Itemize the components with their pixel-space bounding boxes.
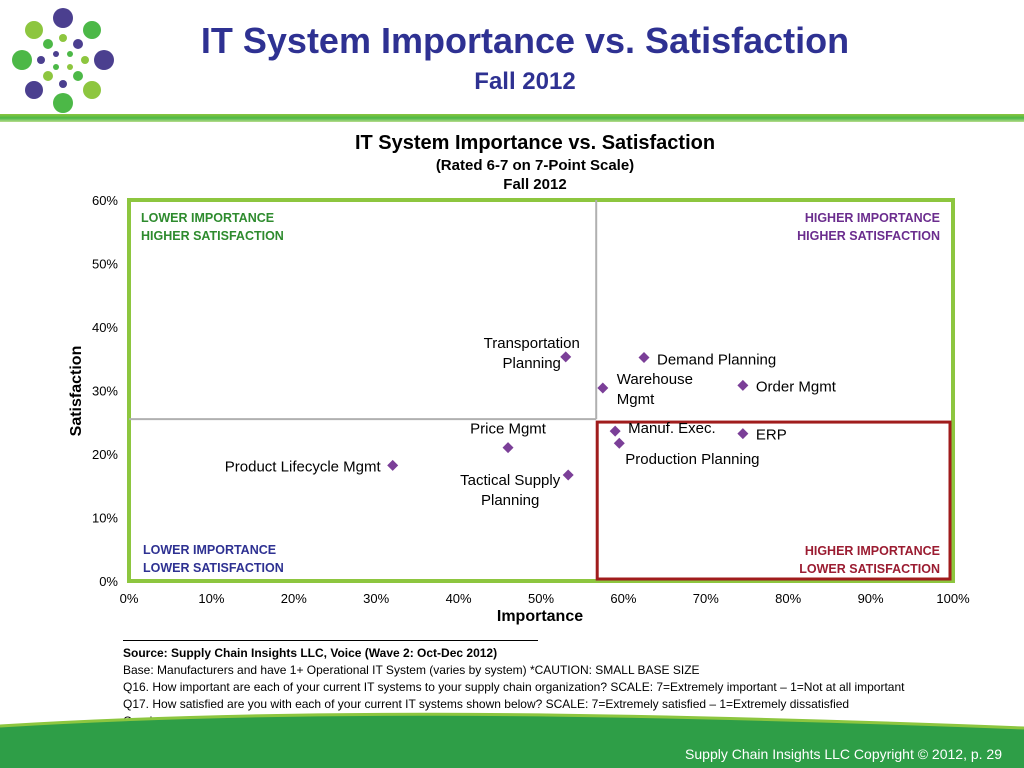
scatter-chart: IT System Importance vs. Satisfaction (R… [68,132,970,625]
data-point-label: ERP [756,427,787,444]
data-point-marker [502,442,514,454]
quadrant-label-bottom-right: HIGHER IMPORTANCE [805,544,940,558]
y-tick-label: 0% [99,574,118,589]
x-tick-label: 40% [446,591,472,606]
x-tick-label: 100% [936,591,970,606]
data-point-marker [560,351,572,363]
highlight-quadrant-box [595,420,952,581]
x-tick-label: 10% [198,591,224,606]
y-tick-label: 30% [92,384,118,399]
y-tick-label: 40% [92,320,118,335]
quadrant-label-top-right: HIGHER SATISFACTION [797,229,940,243]
data-point-marker [737,428,749,440]
quadrant-label-bottom-right: LOWER SATISFACTION [799,562,940,576]
quadrant-labels: LOWER IMPORTANCE HIGHER SATISFACTION HIGHE… [141,211,940,576]
footer-band: Supply Chain Insights LLC Copyright © 20… [0,712,1024,768]
x-tick-label: 20% [281,591,307,606]
x-axis-label: Importance [497,608,583,625]
company-logo [12,8,114,113]
x-axis-ticks: 0% 10% 20% 30% 40% 50% 60% 70% 80% 90% 100% [120,591,970,606]
quadrant-label-top-left: LOWER IMPORTANCE [141,211,274,225]
footer-copyright: Supply Chain Insights LLC Copyright © 20… [685,746,1002,762]
data-point-label: Mgmt [617,391,655,408]
data-point-marker [562,469,574,481]
quadrant-label-top-left: HIGHER SATISFACTION [141,229,284,243]
quadrant-label-top-right: HIGHER IMPORTANCE [805,211,940,225]
slide-title: IT System Importance vs. Satisfaction [200,20,850,61]
title-divider [0,114,1024,122]
y-tick-label: 20% [92,447,118,462]
data-point-marker [387,459,399,471]
source-note: Source: Supply Chain Insights LLC, Voice… [123,646,498,660]
y-tick-label: 10% [92,511,118,526]
quadrant-label-bottom-left: LOWER SATISFACTION [143,561,284,575]
data-point-marker [609,425,621,437]
slide-subtitle: Fall 2012 [474,68,576,95]
q17-note: Q17. How satisfied are you with each of … [123,697,850,711]
y-axis-ticks: 0% 10% 20% 30% 40% 50% 60% [92,193,118,589]
data-point-marker [638,351,650,363]
chart-title: IT System Importance vs. Satisfaction [355,132,715,154]
q16-note: Q16. How important are each of your curr… [123,680,905,694]
data-point-label: Tactical Supply [460,472,561,489]
data-points: Transportation Planning Demand Planning War… [225,335,837,509]
plot-border [127,198,955,583]
chart-subtitle-1: (Rated 6-7 on 7-Point Scale) [436,157,634,174]
data-point-marker [613,437,625,449]
x-tick-label: 70% [693,591,719,606]
x-tick-label: 50% [528,591,554,606]
y-axis-label: Satisfaction [68,346,85,437]
logo-dots [12,8,114,113]
footer-wave [0,712,1024,768]
base-note: Base: Manufacturers and have 1+ Operatio… [123,663,700,677]
data-point-label: Manuf. Exec. [628,420,716,437]
data-point-label: Order Mgmt [756,378,837,395]
data-point-label: Production Planning [625,451,759,468]
quadrant-label-bottom-left: LOWER IMPORTANCE [143,543,276,557]
notes-divider [123,640,538,641]
x-tick-label: 0% [120,591,139,606]
data-point-label: Price Mgmt [470,421,547,438]
data-point-label: Planning [503,355,561,372]
data-point-label: Transportation [484,335,580,352]
y-tick-label: 60% [92,193,118,208]
y-tick-label: 50% [92,257,118,272]
data-point-label: Demand Planning [657,351,776,368]
data-point-label: Product Lifecycle Mgmt [225,458,382,475]
x-tick-label: 90% [858,591,884,606]
x-tick-label: 30% [363,591,389,606]
chart-subtitle-2: Fall 2012 [503,176,566,193]
data-point-marker [597,382,609,394]
x-tick-label: 80% [775,591,801,606]
x-tick-label: 60% [610,591,636,606]
quadrant-frame [127,198,955,583]
data-point-label: Warehouse [617,371,693,388]
data-point-label: Planning [481,492,539,509]
data-point-marker [737,379,749,391]
